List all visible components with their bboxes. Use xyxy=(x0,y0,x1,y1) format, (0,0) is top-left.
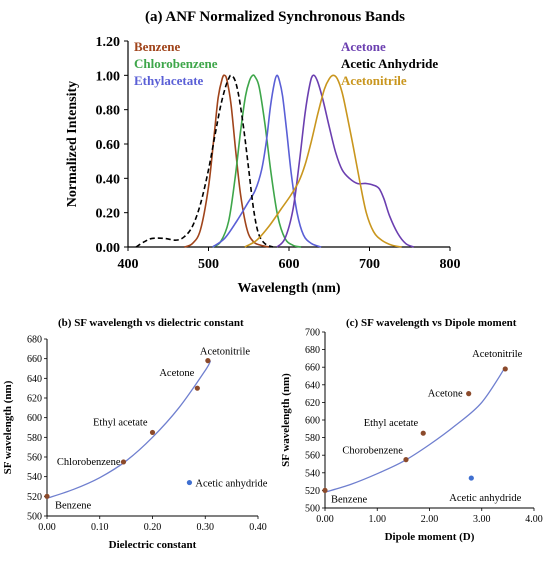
panel-c-y-tick-label: 680 xyxy=(305,345,320,356)
panel-c-x-tick-label: 4.00 xyxy=(525,514,543,525)
a-legend-entry: Acetonitrile xyxy=(341,73,407,88)
panel-b-y-tick-label: 520 xyxy=(27,492,42,503)
a-y-tick-label: 0.80 xyxy=(96,104,121,119)
panel-b-point-label: Ethyl acetate xyxy=(93,417,148,428)
panel-b-y-tick-label: 680 xyxy=(27,335,42,346)
panel-c-x-tick-label: 3.00 xyxy=(473,514,491,525)
a-y-axis-label: Normalized Intensity xyxy=(65,81,80,207)
panel-c-y-tick-label: 660 xyxy=(305,363,320,374)
panel-c-y-tick-label: 600 xyxy=(305,416,320,427)
a-series-line-acetone xyxy=(276,74,415,248)
a-y-tick-label: 0.20 xyxy=(96,207,121,222)
a-legend-entry: Acetone xyxy=(341,39,386,54)
a-legend-entry: Ethylacetate xyxy=(134,73,204,88)
panel-b-data-point xyxy=(194,385,200,391)
panel-b-data-point xyxy=(186,479,193,486)
panel-b-y-tick-label: 540 xyxy=(27,472,42,483)
panel-c-x-axis-label: Dipole moment (D) xyxy=(385,531,475,543)
a-y-tick-label: 0.00 xyxy=(96,241,121,256)
panel-b-data-point xyxy=(120,459,127,465)
panel-c-y-tick-label: 540 xyxy=(305,468,320,479)
panel-b-y-tick-label: 580 xyxy=(27,433,42,444)
panel-c-fit-line xyxy=(324,366,506,493)
panel-c-data-point xyxy=(420,430,426,436)
panel-b-data-point xyxy=(149,429,156,436)
panel-b-x-tick-label: 0.10 xyxy=(91,522,109,533)
panel-b-fit-line xyxy=(46,360,212,499)
panel-c-y-axis-label: SF wavelength (nm) xyxy=(280,373,292,467)
panel-b-point-label: Benzene xyxy=(55,500,91,511)
panel-a-chart: 0.00 0.20 0.40 0.60 0.80 1.00 1.20 400 500 600 700… xyxy=(65,35,461,296)
panel-c-point-label: Acetic anhydride xyxy=(449,493,521,504)
panel-b-x-tick-label: 0.20 xyxy=(144,522,162,533)
a-x-tick-label: 400 xyxy=(118,257,139,272)
a-series-line-ethylacetate xyxy=(212,74,322,248)
panel-b-point-label: Acetonitrile xyxy=(200,347,250,358)
panel-b-y-tick-label: 620 xyxy=(27,394,42,405)
a-y-tick-label: 0.40 xyxy=(96,172,121,187)
panel-c-data-point xyxy=(468,475,474,481)
panel-b-chart: (b) SF wavelength vs dielectric constant… xyxy=(2,317,268,551)
a-x-tick-label: 700 xyxy=(359,257,380,272)
a-x-tick-label: 800 xyxy=(440,257,461,272)
panel-b-point-label: Acetone xyxy=(159,368,194,379)
a-y-tick-label: 1.20 xyxy=(96,35,121,50)
panel-b-point-label: Chlorobenzene xyxy=(57,457,121,468)
panel-c-data-point xyxy=(466,391,472,397)
a-series-line-chlorobenzene xyxy=(212,74,302,248)
panel-c-point-label: Ethyl acetate xyxy=(364,418,419,429)
a-series-line-benzene xyxy=(184,74,270,248)
figure-title: (a) ANF Normalized Synchronous Bands xyxy=(145,9,405,25)
panel-c-point-label: Acetonitrile xyxy=(472,349,522,360)
panel-c-data-point xyxy=(322,487,328,493)
panel-b-x-axis-label: Dielectric constant xyxy=(109,539,197,551)
panel-c-y-tick-label: 580 xyxy=(305,433,320,444)
panel-c-point-label: Chorobenzene xyxy=(342,446,403,457)
panel-c-chart: (c) SF wavelength vs Dipole moment 500 520… xyxy=(280,317,543,543)
panel-c-x-tick-label: 2.00 xyxy=(421,514,439,525)
panel-b-x-tick-label: 0.00 xyxy=(38,522,56,533)
a-y-tick-label: 1.00 xyxy=(96,69,121,84)
panel-c-y-tick-label: 700 xyxy=(305,328,320,339)
a-y-tick-label: 0.60 xyxy=(96,138,121,153)
a-legend-entry: Benzene xyxy=(134,39,180,54)
panel-c-x-tick-label: 1.00 xyxy=(369,514,387,525)
panel-c-point-label: Benzene xyxy=(331,494,367,505)
a-series-line-acetonitrile xyxy=(244,74,402,248)
panel-b-y-axis-label: SF wavelength (nm) xyxy=(2,380,14,474)
panel-b-y-tick-label: 500 xyxy=(27,512,42,523)
a-x-tick-label: 500 xyxy=(198,257,219,272)
panel-c-y-tick-label: 500 xyxy=(305,504,320,515)
panel-b-y-tick-label: 560 xyxy=(27,453,42,464)
panel-b-x-tick-label: 0.30 xyxy=(197,522,215,533)
panel-b-data-point xyxy=(44,493,50,499)
panel-c-x-tick-label: 0.00 xyxy=(316,514,334,525)
panel-b-y-tick-label: 640 xyxy=(27,374,42,385)
panel-b-point-label: Acetic anhydride xyxy=(195,479,267,490)
a-legend-entry: Chlorobenzene xyxy=(134,56,218,71)
panel-c-y-tick-label: 620 xyxy=(305,398,320,409)
panel-c-y-tick-label: 640 xyxy=(305,380,320,391)
panel-b-title: (b) SF wavelength vs dielectric constant xyxy=(58,317,244,329)
panel-b-y-tick-label: 600 xyxy=(27,413,42,424)
a-legend-entry: Acetic Anhydride xyxy=(341,56,438,71)
panel-c-y-tick-label: 560 xyxy=(305,451,320,462)
a-x-axis-label: Wavelength (nm) xyxy=(237,281,340,296)
panel-c-data-point xyxy=(502,366,508,372)
panel-c-point-label: Acetone xyxy=(428,389,463,400)
panel-b-data-point xyxy=(205,358,211,364)
a-x-tick-label: 600 xyxy=(279,257,300,272)
panel-b-x-tick-label: 0.40 xyxy=(249,522,267,533)
panel-c-y-tick-label: 520 xyxy=(305,486,320,497)
a-series-line-acetic-anhydride xyxy=(135,74,274,248)
panel-c-title: (c) SF wavelength vs Dipole moment xyxy=(346,317,517,329)
panel-c-data-point xyxy=(403,457,409,463)
panel-b-y-tick-label: 660 xyxy=(27,354,42,365)
